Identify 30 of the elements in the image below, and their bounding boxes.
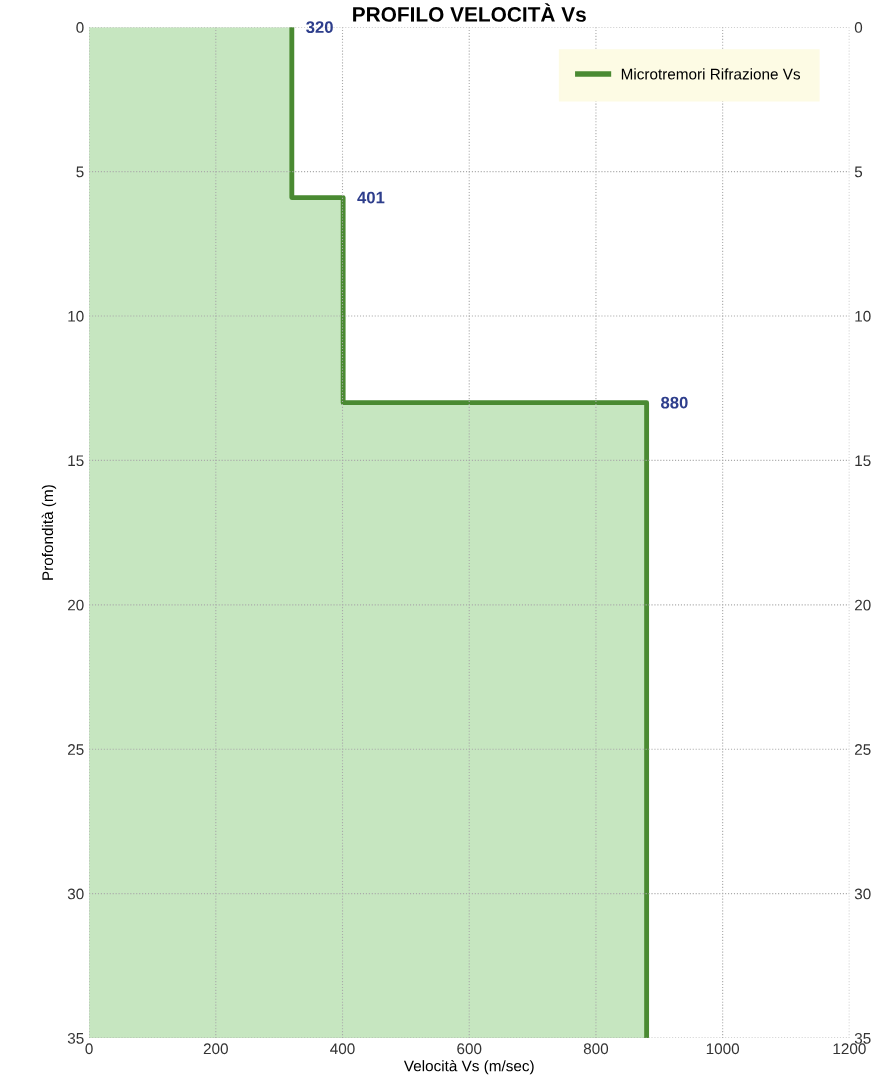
y-axis-title: Profondità (m) (41, 485, 57, 580)
y2-tick-label: 15 (855, 455, 871, 467)
y2-tick-label: 25 (855, 744, 871, 755)
chart-title: PROFILO VELOCITÀ Vs (353, 3, 586, 22)
y2-tick-label: 30 (854, 888, 871, 900)
y-tick-label: 15 (68, 455, 84, 467)
x-tick-label: 1200 (833, 1043, 866, 1055)
y2-tick-label: 20 (855, 599, 871, 611)
y-tick-label: 20 (68, 599, 84, 611)
y-tick-label: 5 (76, 166, 84, 178)
y2-tick-label: 0 (854, 22, 863, 33)
y-tick-label: 30 (67, 888, 84, 900)
y2-tick-label: 35 (854, 1032, 871, 1044)
x-tick-label: 200 (203, 1043, 228, 1055)
data-label: 320 (306, 21, 333, 34)
x-axis-title: Velocità Vs (m/sec) (403, 1059, 534, 1075)
y-tick-label: 25 (68, 744, 84, 755)
x-tick-label: 400 (330, 1043, 355, 1055)
x-tick-label: 600 (457, 1043, 482, 1055)
x-tick-label: 1000 (706, 1043, 740, 1055)
data-label: 401 (357, 191, 385, 204)
y-tick-label: 10 (68, 310, 84, 322)
y2-tick-label: 10 (855, 310, 871, 322)
legend-label: Microtremori Rifrazione Vs (621, 68, 801, 80)
data-label: 880 (661, 396, 688, 409)
y2-tick-label: 5 (854, 166, 863, 178)
y-tick-label: 35 (67, 1032, 84, 1044)
x-tick-label: 0 (85, 1043, 93, 1055)
y-tick-label: 0 (76, 22, 84, 33)
x-tick-label: 800 (583, 1043, 609, 1055)
